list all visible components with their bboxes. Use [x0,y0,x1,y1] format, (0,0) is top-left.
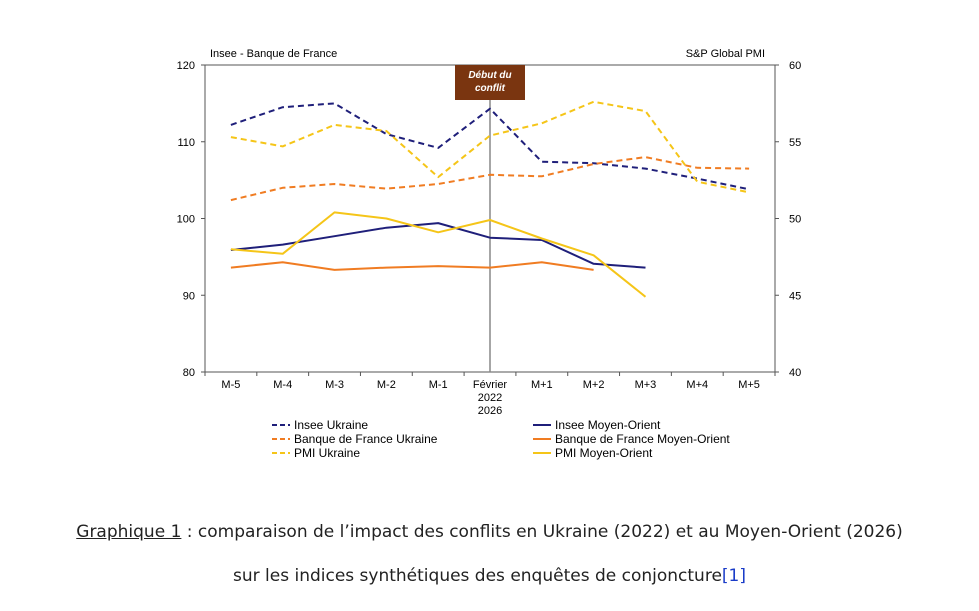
x-tick-label: M+5 [738,379,760,391]
x-tick-label: M-5 [221,379,240,391]
chart-caption-line2: sur les indices synthétiques des enquête… [0,566,979,586]
legend-label: PMI Moyen-Orient [555,446,653,460]
x-tick-label: M+1 [531,379,553,391]
conflict-annotation-text: Début du [468,70,511,81]
left-tick-label: 110 [177,137,195,149]
right-tick-label: 50 [789,214,801,226]
series-line-banque-de-france-moyen-orient [230,261,594,271]
left-tick-label: 120 [177,60,195,72]
x-tick-label: Février [473,379,508,391]
right-tick-label: 55 [789,137,801,149]
left-tick-label: 80 [183,367,195,379]
x-tick-label: M-2 [377,379,396,391]
right-tick-label: 60 [789,60,801,72]
legend-label: Insee Moyen-Orient [555,418,661,432]
caption-text-2: sur les indices synthétiques des enquête… [233,566,722,586]
legend-label: Banque de France Moyen-Orient [555,432,730,446]
right-tick-label: 45 [789,290,801,302]
x-tick-label: M+3 [635,379,657,391]
series-line-pmi-ukraine [230,100,750,194]
series-line-pmi-moyen-orient [230,211,647,298]
x-tick-label: M-1 [429,379,448,391]
x-tick-label: 2022 [478,392,502,404]
right-axis-label: S&P Global PMI [686,48,765,60]
series-line-insee-ukraine [230,102,750,191]
conflict-annotation-text: conflit [475,83,506,94]
series-line-banque-de-france-ukraine [230,156,750,202]
series-line-insee-moyen-orient [230,222,646,269]
x-tick-label: M-4 [273,379,292,391]
right-tick-label: 40 [789,367,801,379]
left-axis-label: Insee - Banque de France [210,48,337,60]
x-tick-label: M+4 [686,379,708,391]
caption-text: : comparaison de l’impact des conflits e… [181,522,903,542]
conflict-annotation-box [455,65,525,100]
figure-link[interactable]: Graphique 1 [76,522,182,542]
x-tick-label: M+2 [583,379,605,391]
line-chart: 80 90 100 110 120 40 45 50 55 60 M-5 M-4 M-3 M-2 M-1 Fé… [177,48,802,460]
x-tick-label: M-3 [325,379,344,391]
left-tick-label: 90 [183,290,195,302]
left-tick-label: 100 [177,214,195,226]
legend-label: Banque de France Ukraine [294,432,438,446]
legend-label: PMI Ukraine [294,446,360,460]
chart-caption: Graphique 1 : comparaison de l’impact de… [0,522,979,542]
legend-label: Insee Ukraine [294,418,368,432]
x-tick-label: 2026 [478,405,502,417]
footnote-link[interactable]: [1] [721,566,746,586]
